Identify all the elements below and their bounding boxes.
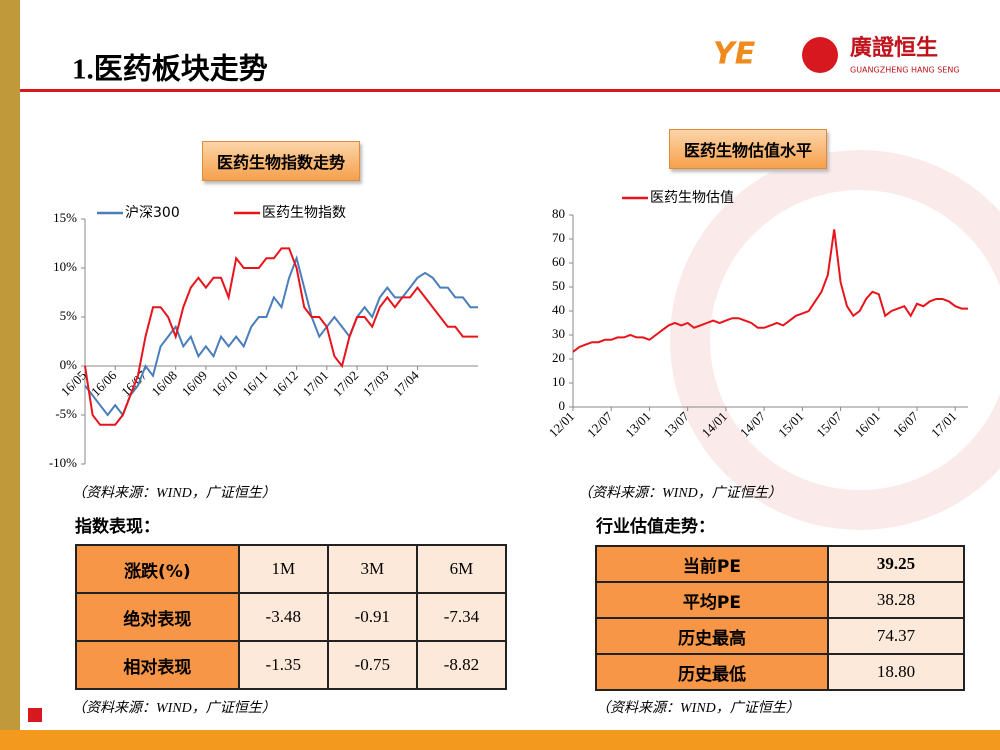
- x-tick-label: 17/01: [928, 409, 960, 441]
- x-tick-label: 17/03: [360, 368, 392, 400]
- cell: 相对表现: [75, 640, 240, 690]
- cell: 涨跌(%): [75, 544, 240, 594]
- cell: -0.75: [326, 640, 418, 690]
- legend-label: 沪深300: [125, 205, 180, 221]
- index-table: 涨跌(%) 1M 3M 6M 绝对表现 -3.48 -0.91 -7.34 相对表现 -1.3…: [75, 544, 508, 690]
- y-tick-label: 0%: [60, 357, 78, 372]
- cell: 绝对表现: [75, 592, 240, 642]
- y-tick-label: -10%: [49, 455, 77, 470]
- y-tick-label: 20: [552, 350, 565, 365]
- x-tick-label: 14/07: [737, 408, 769, 440]
- series-line: [572, 229, 968, 353]
- y-tick-label: 10: [552, 374, 565, 389]
- logo-mark: YE: [713, 37, 756, 72]
- y-tick-label: 50: [552, 278, 565, 293]
- x-tick-label: 15/01: [775, 409, 807, 441]
- y-tick-label: 40: [552, 302, 565, 317]
- x-tick-label: 12/07: [584, 408, 616, 440]
- source: （资料来源：WIND，广证恒生）: [72, 701, 276, 716]
- page-title: 1.医药板块走势: [72, 53, 268, 86]
- x-tick-label: 16/10: [209, 368, 241, 400]
- logo-seal: [802, 37, 838, 73]
- x-tick-label: 16/09: [179, 368, 211, 400]
- heading: 行业估值走势：: [596, 517, 715, 537]
- y-tick-label: 10%: [53, 259, 77, 274]
- y-tick-label: 30: [552, 326, 565, 341]
- x-tick-label: 16/07: [890, 408, 922, 440]
- cell: 当前PE: [595, 545, 829, 583]
- heading: 指数表现：: [75, 517, 160, 537]
- cell: -7.34: [415, 592, 508, 642]
- side-strip: [0, 0, 20, 750]
- x-tick-label: 17/02: [330, 368, 362, 400]
- cell: 6M: [415, 544, 508, 594]
- footer-square: [28, 708, 42, 722]
- y-tick-label: 80: [552, 206, 565, 221]
- y-tick-label: 15%: [53, 210, 77, 225]
- cell: 历史最高: [595, 617, 829, 655]
- x-tick-label: 12/01: [546, 409, 578, 441]
- cell: 平均PE: [595, 581, 829, 619]
- y-tick-label: 60: [552, 254, 565, 269]
- cell: -8.82: [415, 640, 508, 690]
- source: （资料来源：WIND，广证恒生）: [596, 701, 800, 716]
- x-tick-label: 17/04: [390, 367, 422, 399]
- cell: 38.28: [826, 581, 966, 619]
- series-line: [84, 254, 478, 418]
- cell: -3.48: [237, 592, 329, 642]
- cell: 39.25: [826, 545, 966, 583]
- y-tick-label: 70: [552, 230, 565, 245]
- y-tick-label: -5%: [55, 406, 77, 421]
- x-tick-label: 15/07: [813, 408, 845, 440]
- cell: 18.80: [826, 653, 966, 691]
- cell: 74.37: [826, 617, 966, 655]
- source: （资料来源：WIND，广证恒生）: [72, 486, 276, 501]
- x-tick-label: 16/12: [269, 368, 301, 400]
- valuation-table: 当前PE 39.25 平均PE 38.28 历史最高 74.37 历史最低 18.80: [595, 545, 966, 691]
- cell: 历史最低: [595, 653, 829, 691]
- y-tick-label: 5%: [60, 308, 78, 323]
- logo-name: 廣證恒生: [850, 35, 938, 61]
- x-tick-label: 16/05: [58, 368, 90, 400]
- cell: 3M: [326, 544, 418, 594]
- legend-label: 医药生物估值: [650, 190, 734, 206]
- x-tick-label: 16/01: [851, 409, 883, 441]
- cell: -0.91: [326, 592, 418, 642]
- footer-bar: [0, 730, 1000, 750]
- logo-subtitle: GUANGZHENG HANG SENG: [850, 66, 960, 75]
- cell: 1M: [237, 544, 329, 594]
- chart-title: 医药生物指数走势: [202, 141, 361, 181]
- x-tick-label: 17/01: [300, 368, 332, 400]
- x-tick-label: 13/01: [622, 409, 654, 441]
- x-tick-label: 16/11: [239, 368, 270, 399]
- title-rule: [20, 89, 1000, 92]
- chart-title: 医药生物估值水平: [669, 129, 828, 169]
- cell: -1.35: [237, 640, 329, 690]
- watermark: [670, 150, 1000, 530]
- series-line: [84, 247, 478, 426]
- legend-label: 医药生物指数: [262, 205, 346, 221]
- source: （资料来源：WIND，广证恒生）: [578, 486, 782, 501]
- y-tick-label: 0: [559, 398, 566, 413]
